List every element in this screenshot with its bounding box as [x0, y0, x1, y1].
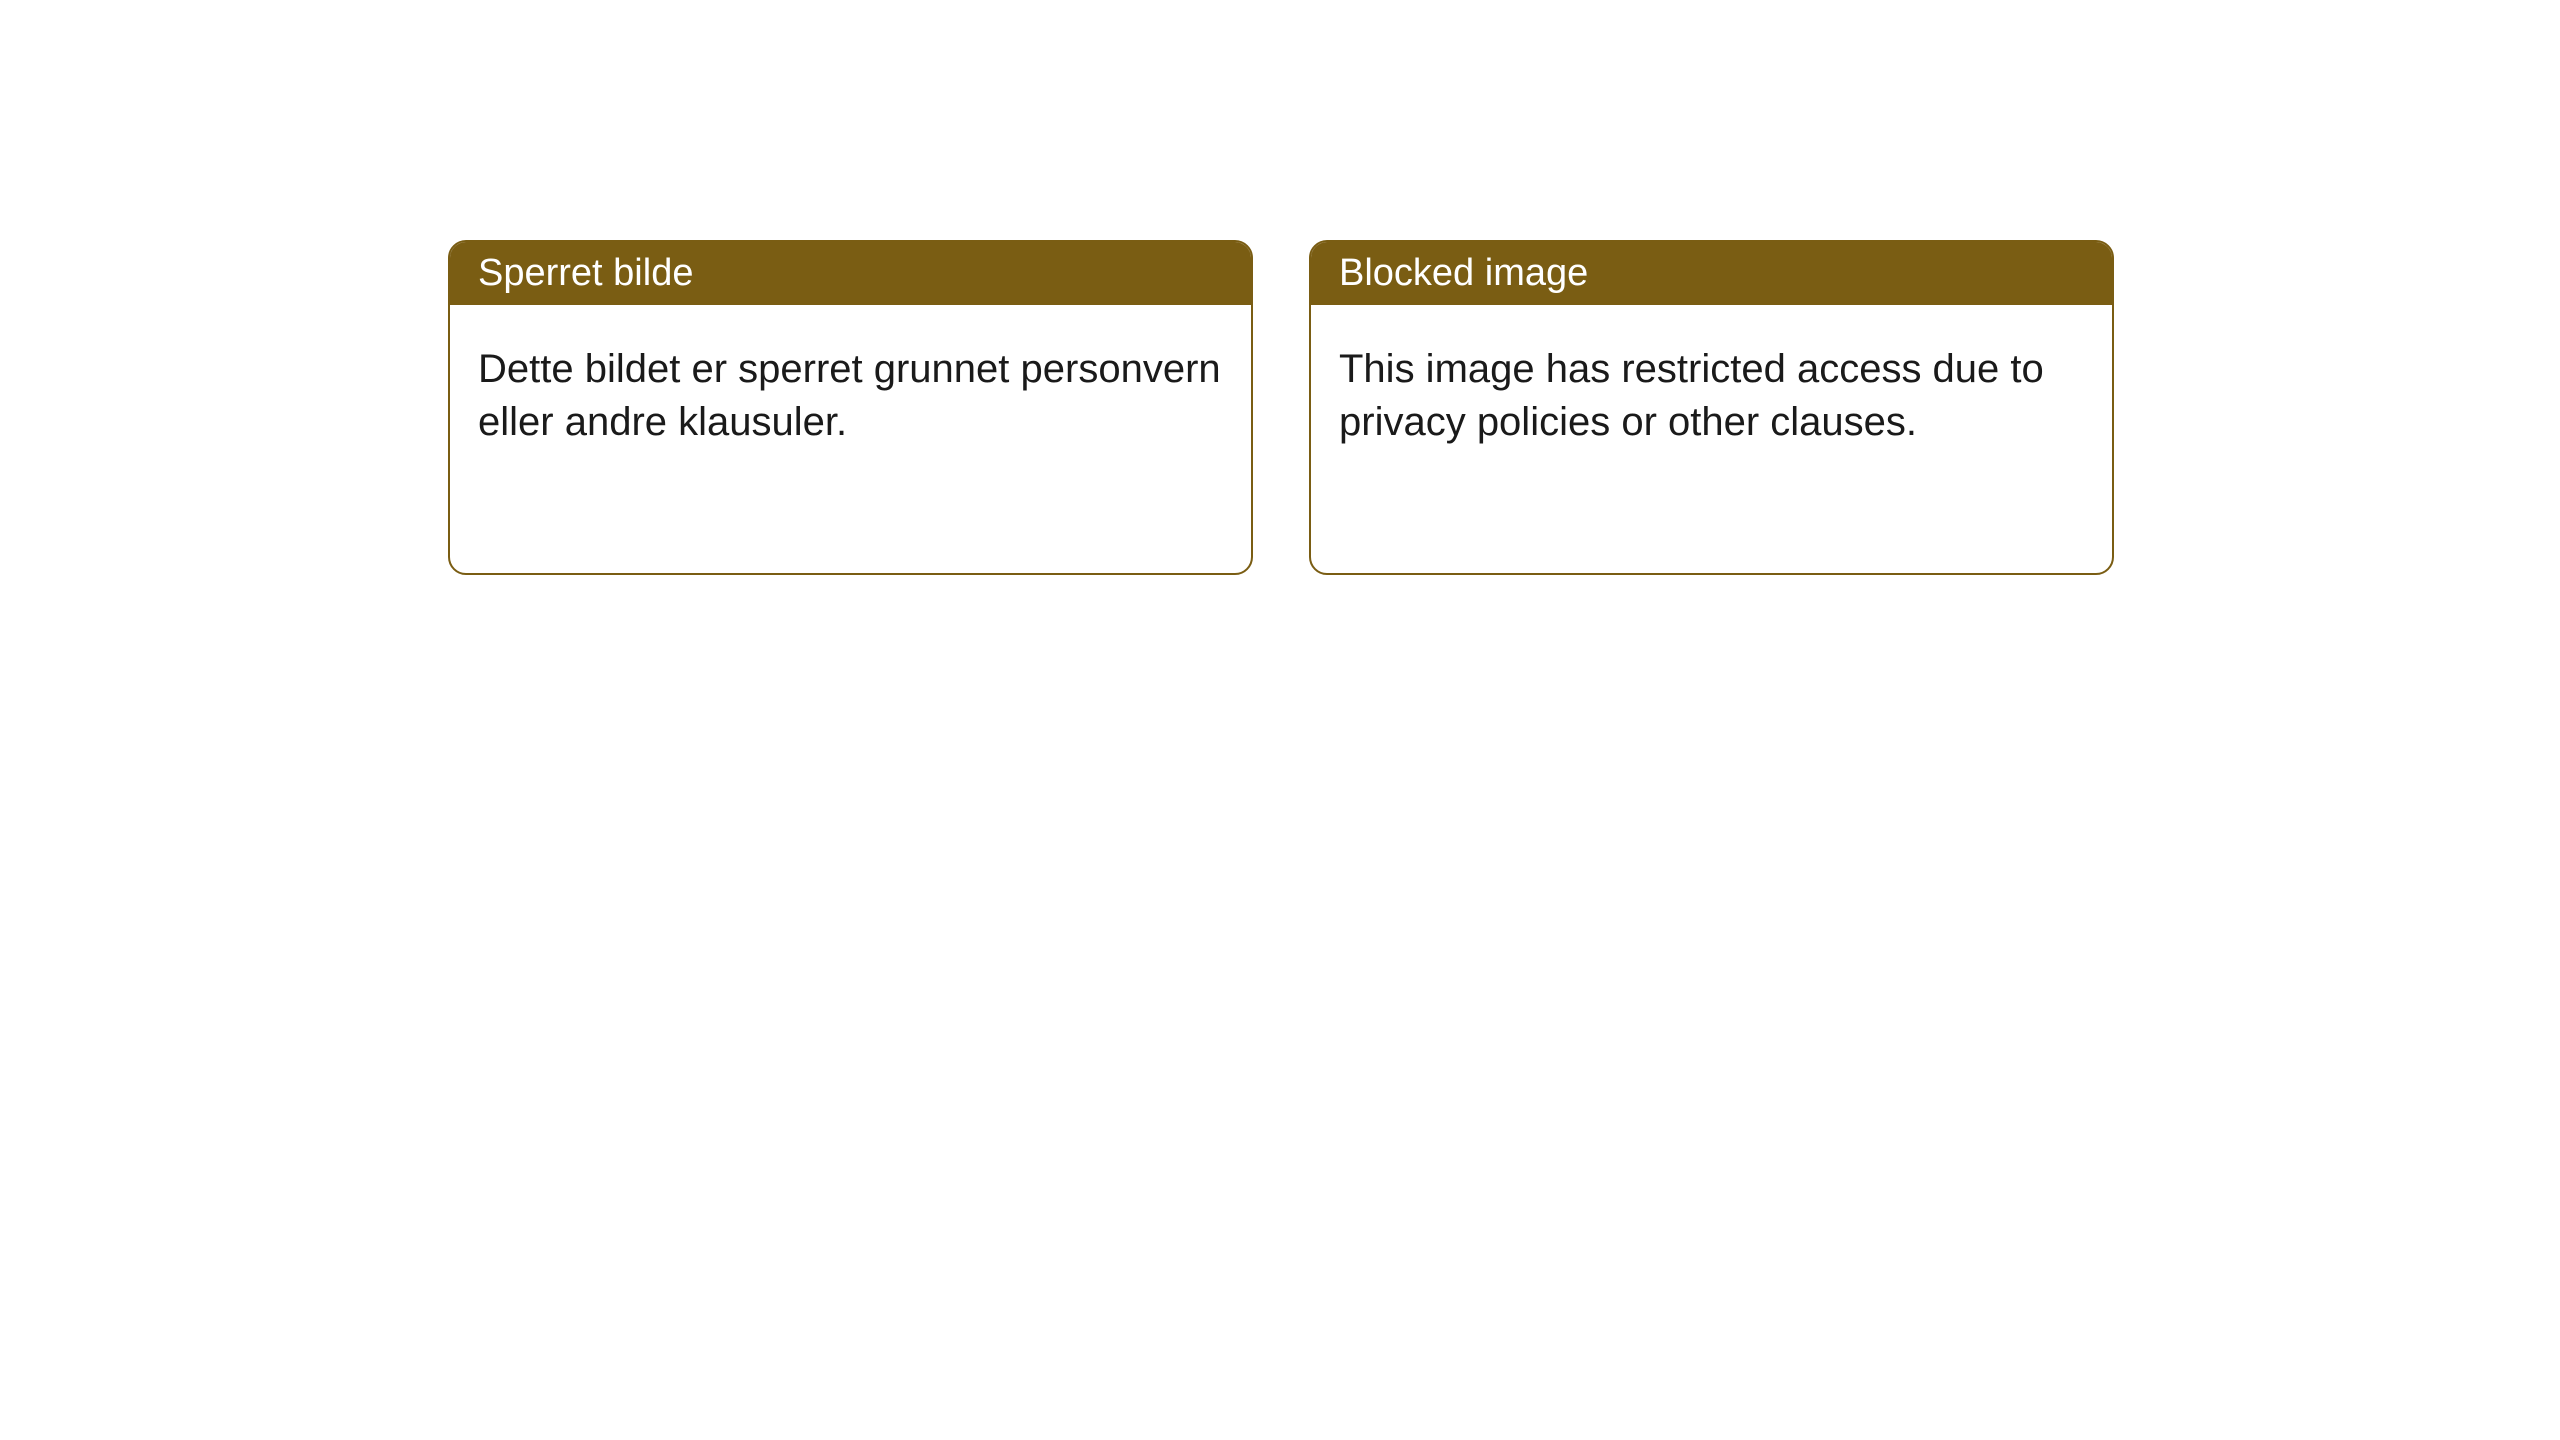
card-title-english: Blocked image — [1339, 252, 1588, 294]
card-body-english: This image has restricted access due to … — [1311, 305, 2112, 487]
blocked-image-card-english: Blocked image This image has restricted … — [1309, 240, 2114, 575]
card-header-english: Blocked image — [1311, 242, 2112, 305]
cards-container: Sperret bilde Dette bildet er sperret gr… — [0, 0, 2560, 575]
card-header-norwegian: Sperret bilde — [450, 242, 1251, 305]
blocked-image-card-norwegian: Sperret bilde Dette bildet er sperret gr… — [448, 240, 1253, 575]
card-text-english: This image has restricted access due to … — [1339, 347, 2044, 444]
card-body-norwegian: Dette bildet er sperret grunnet personve… — [450, 305, 1251, 487]
card-text-norwegian: Dette bildet er sperret grunnet personve… — [478, 347, 1221, 444]
card-title-norwegian: Sperret bilde — [478, 252, 693, 294]
